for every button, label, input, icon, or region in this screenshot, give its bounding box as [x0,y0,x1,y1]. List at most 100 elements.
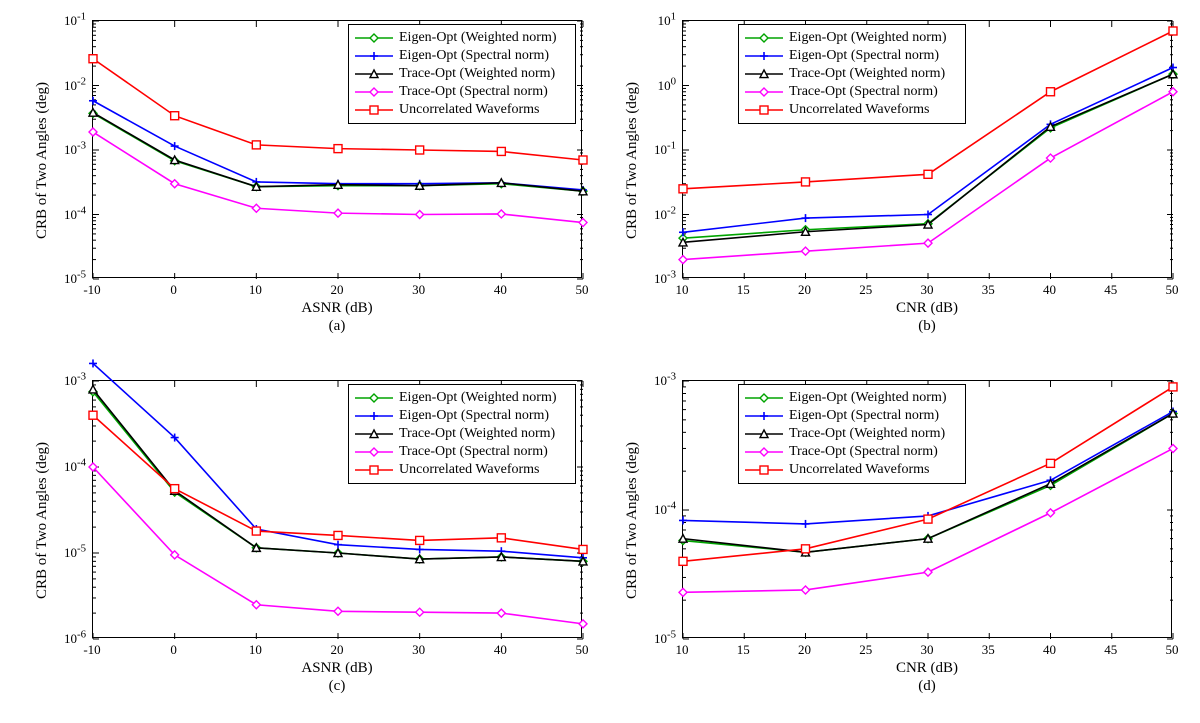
ytick-label: 10-4 [64,457,86,475]
ytick-label: 10-6 [64,629,86,647]
marker-uncorr [497,534,505,542]
legend-label: Eigen-Opt (Weighted norm) [789,389,947,407]
legend: Eigen-Opt (Weighted norm)Eigen-Opt (Spec… [738,384,966,484]
marker-trace_s [334,209,342,217]
ytick-label: 10-3 [654,269,676,287]
legend: Eigen-Opt (Weighted norm)Eigen-Opt (Spec… [348,384,576,484]
legend-item-eigen_s: Eigen-Opt (Spectral norm) [745,407,959,425]
legend-label: Eigen-Opt (Spectral norm) [789,47,939,65]
xtick-label: 15 [731,282,755,298]
marker-eigen_s [679,228,687,236]
marker-uncorr [171,485,179,493]
xtick-label: 20 [793,642,817,658]
marker-uncorr [497,147,505,155]
legend-label: Trace-Opt (Spectral norm) [399,83,548,101]
marker-trace_s [802,586,810,594]
legend-item-trace_w: Trace-Opt (Weighted norm) [745,425,959,443]
legend-label: Eigen-Opt (Weighted norm) [399,29,557,47]
xtick-label: 40 [1038,282,1062,298]
xtick-label: 35 [976,282,1000,298]
legend-item-trace_s: Trace-Opt (Spectral norm) [745,83,959,101]
legend-item-eigen_w: Eigen-Opt (Weighted norm) [355,389,569,407]
marker-trace_s [416,211,424,219]
xlabel: ASNR (dB) [277,660,397,677]
legend-label: Trace-Opt (Weighted norm) [399,425,555,443]
xlabel: CNR (dB) [867,660,987,677]
xtick-label: 15 [731,642,755,658]
marker-eigen_s [679,516,687,524]
marker-uncorr [679,557,687,565]
legend-label: Eigen-Opt (Spectral norm) [789,407,939,425]
ytick-label: 10-3 [64,371,86,389]
marker-uncorr [579,545,587,553]
xtick-label: 35 [976,642,1000,658]
xtick-label: 20 [793,282,817,298]
marker-uncorr [1169,383,1177,391]
xtick-label: 50 [1160,282,1184,298]
legend: Eigen-Opt (Weighted norm)Eigen-Opt (Spec… [348,24,576,124]
marker-trace_s [679,588,687,596]
marker-eigen_s [171,142,179,150]
legend-item-eigen_w: Eigen-Opt (Weighted norm) [355,29,569,47]
marker-uncorr [924,170,932,178]
ytick-label: 10-3 [64,140,86,158]
xtick-label: 50 [570,642,594,658]
panel-c: -100102030405010-610-510-410-3ASNR (dB)(… [20,370,600,710]
marker-uncorr [802,545,810,553]
xtick-label: 10 [243,282,267,298]
xtick-label: 20 [325,282,349,298]
legend-label: Uncorrelated Waveforms [399,101,540,119]
xtick-label: 30 [915,282,939,298]
marker-trace_s [89,128,97,136]
legend-label: Trace-Opt (Spectral norm) [399,443,548,461]
marker-eigen_s [416,545,424,553]
legend-label: Eigen-Opt (Spectral norm) [399,47,549,65]
marker-uncorr [416,146,424,154]
marker-eigen_s [802,214,810,222]
panel-b: 10152025303540455010-310-210-1100101CNR … [610,10,1190,350]
ylabel: CRB of Two Angles (deg) [34,442,51,599]
xtick-label: 45 [1099,282,1123,298]
legend-item-uncorr: Uncorrelated Waveforms [355,101,569,119]
xlabel: CNR (dB) [867,300,987,317]
marker-uncorr [924,515,932,523]
marker-trace_s [1169,444,1177,452]
legend-item-uncorr: Uncorrelated Waveforms [745,101,959,119]
xtick-label: 30 [407,282,431,298]
legend-label: Trace-Opt (Weighted norm) [789,65,945,83]
marker-trace_s [1047,509,1055,517]
legend-label: Uncorrelated Waveforms [789,461,930,479]
xtick-label: 30 [915,642,939,658]
marker-trace_s [416,608,424,616]
legend-item-uncorr: Uncorrelated Waveforms [745,461,959,479]
marker-uncorr [416,536,424,544]
legend-label: Eigen-Opt (Weighted norm) [789,29,947,47]
marker-trace_s [252,204,260,212]
legend-label: Trace-Opt (Weighted norm) [399,65,555,83]
ytick-label: 10-2 [654,205,676,223]
xtick-label: 30 [407,642,431,658]
marker-eigen_s [334,541,342,549]
legend-item-eigen_s: Eigen-Opt (Spectral norm) [745,47,959,65]
legend-label: Trace-Opt (Weighted norm) [789,425,945,443]
panel-d: 10152025303540455010-510-410-3CNR (dB)(d… [610,370,1190,710]
marker-uncorr [1169,27,1177,35]
marker-uncorr [802,178,810,186]
marker-eigen_s [802,520,810,528]
legend-item-eigen_s: Eigen-Opt (Spectral norm) [355,407,569,425]
marker-uncorr [334,531,342,539]
marker-trace_s [579,620,587,628]
marker-trace_s [497,609,505,617]
marker-trace_s [679,256,687,264]
ytick-label: 10-1 [654,140,676,158]
marker-trace_s [924,568,932,576]
ytick-label: 10-4 [654,500,676,518]
ytick-label: 10-4 [64,205,86,223]
marker-trace_s [252,601,260,609]
xtick-label: 40 [488,282,512,298]
marker-uncorr [334,145,342,153]
ytick-label: 101 [658,11,676,29]
legend-label: Trace-Opt (Spectral norm) [789,443,938,461]
figure-root: -100102030405010-510-410-310-210-1ASNR (… [0,0,1200,723]
panel-a: -100102030405010-510-410-310-210-1ASNR (… [20,10,600,350]
